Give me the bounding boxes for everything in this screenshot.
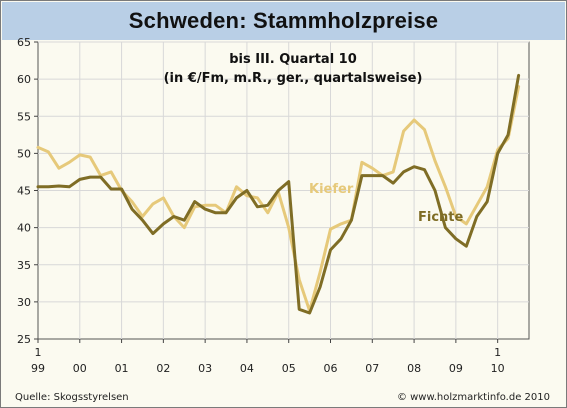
- source-note: Quelle: Skogsstyrelsen: [15, 392, 129, 403]
- x-tick-label-year: 03: [198, 362, 212, 375]
- chart-subtitle-line1: bis III. Quartal 10: [229, 52, 357, 67]
- y-tick-label: 30: [17, 296, 31, 309]
- y-tick-label: 60: [17, 73, 31, 86]
- x-tick-label-year: 06: [324, 362, 338, 375]
- y-tick-label: 45: [17, 185, 31, 198]
- series-label-fichte: Fichte: [418, 210, 464, 225]
- x-tick-label-year: 02: [156, 362, 170, 375]
- series-label-kiefer: Kiefer: [309, 182, 354, 197]
- y-tick-label: 40: [17, 222, 31, 235]
- series: [36, 73, 521, 315]
- x-tick-label-year: 05: [282, 362, 296, 375]
- x-tick-label-year: 04: [240, 362, 254, 375]
- x-tick-label-year: 01: [115, 362, 129, 375]
- y-tick-label: 65: [17, 36, 31, 49]
- axes: 25 30 35 40 45 50 55 60 65 1 99 00 01 02 03 04 05 06 07 08 0…: [17, 36, 505, 375]
- x-tick-label-year: 10: [491, 362, 505, 375]
- x-tick-label-quarter: 1: [35, 346, 42, 359]
- copyright-note: © www.holzmarktinfo.de 2010: [396, 392, 550, 403]
- x-tick-label-year: 07: [365, 362, 379, 375]
- y-tick-label: 35: [17, 259, 31, 272]
- y-tick-label: 50: [17, 147, 31, 160]
- x-tick-label-year: 99: [31, 362, 45, 375]
- series-line-fichte: [36, 73, 521, 315]
- x-tick-label-year: 08: [407, 362, 421, 375]
- x-tick-label-year: 09: [449, 362, 463, 375]
- x-tick-label-year: 00: [73, 362, 87, 375]
- y-tick-label: 25: [17, 333, 31, 346]
- y-tick-label: 55: [17, 110, 31, 123]
- x-tick-label-quarter: 1: [494, 346, 501, 359]
- title-bar: Schweden: Stammholzpreise: [2, 2, 565, 40]
- chart-title: Schweden: Stammholzpreise: [128, 8, 439, 33]
- chart-subtitle-line2: (in €/Fm, m.R., ger., quartalsweise): [164, 71, 423, 86]
